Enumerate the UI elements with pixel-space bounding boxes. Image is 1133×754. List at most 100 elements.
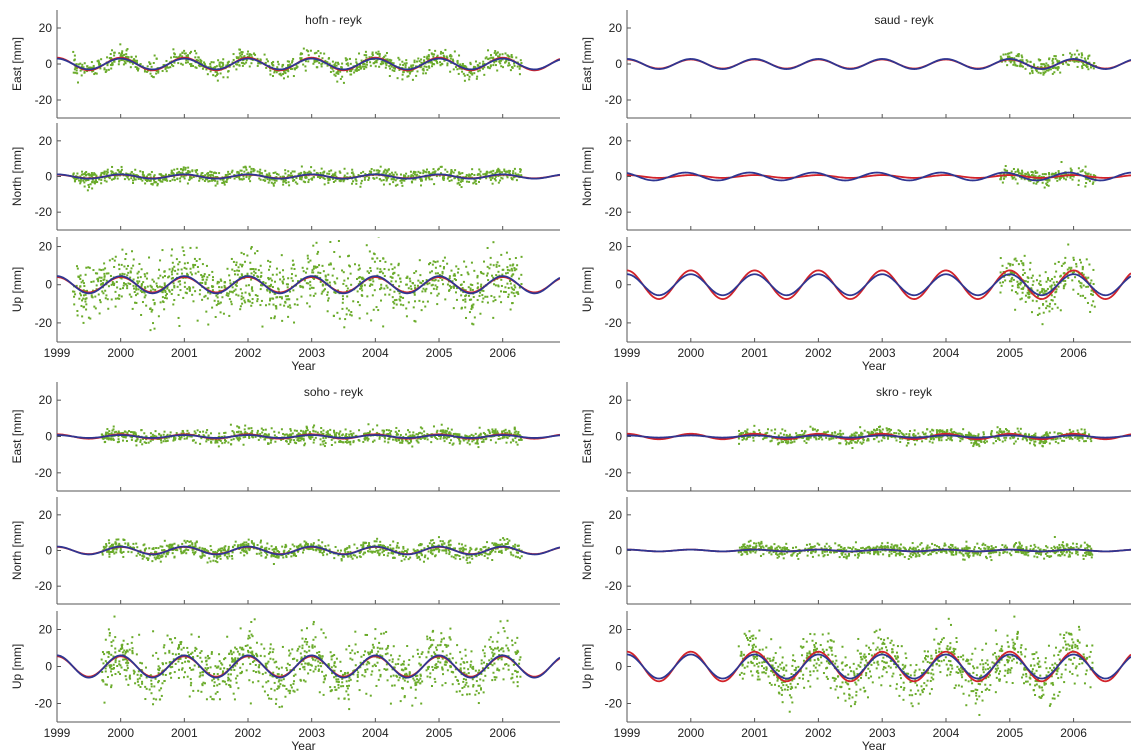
data-point: [456, 174, 459, 177]
data-point: [186, 287, 189, 290]
data-point: [105, 279, 108, 282]
data-point: [128, 430, 131, 433]
data-point: [287, 434, 290, 437]
data-point: [338, 440, 341, 443]
data-point: [147, 173, 150, 176]
data-point: [512, 292, 515, 295]
data-point: [444, 168, 447, 171]
data-point: [302, 180, 305, 183]
data-point: [362, 170, 365, 173]
data-point: [1045, 178, 1048, 181]
data-point: [107, 539, 110, 542]
data-point: [101, 437, 104, 440]
data-point: [112, 438, 115, 441]
data-point: [1038, 307, 1041, 310]
data-point: [422, 300, 425, 303]
data-point: [1090, 279, 1093, 282]
data-point: [91, 178, 94, 181]
data-point: [1012, 63, 1015, 66]
data-point: [93, 180, 96, 183]
data-point: [1072, 288, 1075, 291]
data-point: [491, 274, 494, 277]
data-point: [85, 266, 88, 269]
data-point: [291, 279, 294, 282]
data-point: [155, 435, 158, 438]
data-point: [1061, 62, 1064, 65]
data-point: [115, 430, 118, 433]
data-point: [121, 248, 124, 251]
data-point: [135, 285, 138, 288]
data-point: [473, 316, 476, 319]
data-point: [287, 64, 290, 67]
data-point: [258, 177, 261, 180]
data-point: [445, 430, 448, 433]
data-point: [241, 292, 244, 295]
data-point: [127, 264, 130, 267]
data-point: [446, 283, 449, 286]
data-point: [496, 261, 499, 264]
data-point: [506, 271, 509, 274]
y-tick-label: -20: [35, 466, 53, 480]
data-point: [304, 181, 307, 184]
data-point: [207, 174, 210, 177]
data-point: [517, 431, 520, 434]
data-point: [368, 250, 371, 253]
y-axis-label: East [mm]: [10, 409, 24, 463]
data-point: [1045, 62, 1048, 65]
data-point: [312, 548, 315, 551]
data-point: [287, 277, 290, 280]
data-point: [287, 174, 290, 177]
data-point: [1056, 67, 1059, 70]
data-point: [486, 272, 489, 275]
data-point: [111, 49, 114, 52]
data-point: [93, 182, 96, 185]
data-point: [235, 63, 238, 66]
data-point: [129, 271, 132, 274]
data-point: [331, 67, 334, 70]
data-point: [105, 170, 108, 173]
data-point: [428, 263, 431, 266]
data-point: [345, 59, 348, 62]
data-point: [108, 430, 111, 433]
data-point: [112, 425, 115, 428]
data-point: [344, 57, 347, 60]
data-point: [513, 546, 516, 549]
data-point: [206, 178, 209, 181]
data-point: [252, 274, 255, 277]
data-point: [502, 66, 505, 69]
data-point: [160, 173, 163, 176]
data-point: [1080, 286, 1083, 289]
data-point: [107, 68, 110, 71]
data-point: [105, 272, 108, 275]
data-point: [356, 290, 359, 293]
data-point: [333, 64, 336, 67]
data-point: [454, 169, 457, 172]
data-point: [498, 53, 501, 56]
data-point: [412, 175, 415, 178]
data-point: [223, 432, 226, 435]
data-point: [438, 273, 441, 276]
data-point: [364, 436, 367, 439]
data-point: [399, 63, 402, 66]
data-point: [1036, 313, 1039, 316]
data-point: [369, 64, 372, 67]
data-point: [422, 67, 425, 70]
data-point: [478, 69, 481, 72]
data-point: [120, 165, 123, 168]
data-point: [276, 60, 279, 63]
data-point: [1039, 280, 1042, 283]
data-point: [231, 169, 234, 172]
data-point: [323, 439, 326, 442]
data-point: [168, 275, 171, 278]
data-point: [289, 63, 292, 66]
data-point: [1020, 287, 1023, 290]
data-point: [224, 440, 227, 443]
data-point: [74, 71, 77, 74]
data-point: [1036, 295, 1039, 298]
data-point: [101, 171, 104, 174]
data-point: [418, 437, 421, 440]
data-point: [458, 439, 461, 442]
data-point: [333, 73, 336, 76]
data-point: [498, 295, 501, 298]
data-point: [376, 58, 379, 61]
